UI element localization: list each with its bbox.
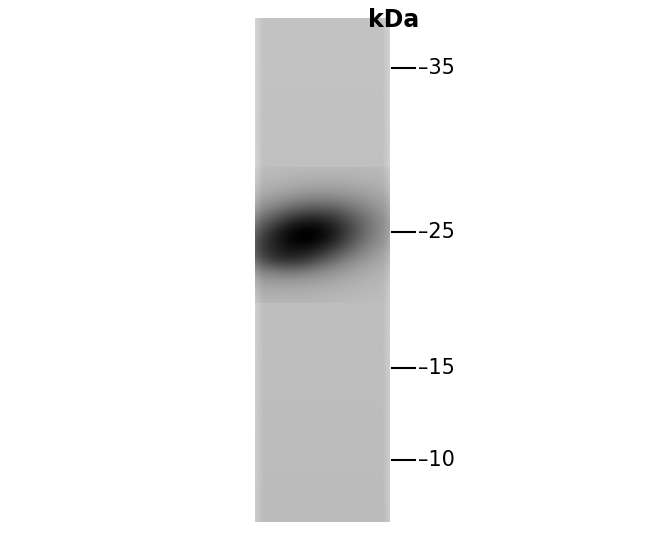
Text: –35: –35 (418, 58, 455, 78)
Text: –15: –15 (418, 358, 455, 378)
Text: –10: –10 (418, 450, 455, 470)
Text: kDa: kDa (368, 8, 419, 32)
Text: –25: –25 (418, 222, 455, 242)
